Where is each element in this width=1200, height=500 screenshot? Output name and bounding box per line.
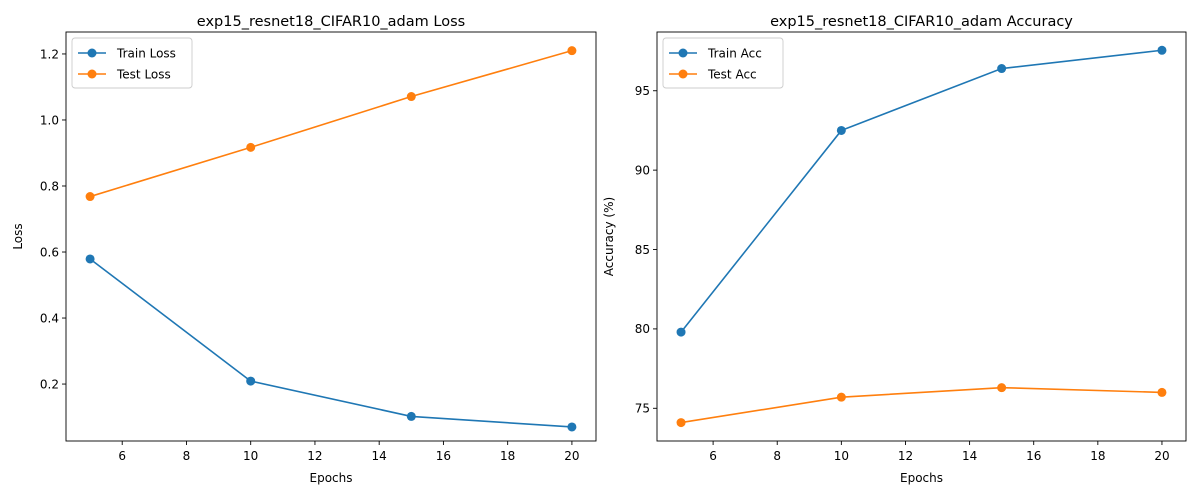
axes-frame [656,31,1187,442]
y-tick-label: 85 [635,243,650,257]
x-tick-label: 6 [709,449,717,463]
legend-marker [87,48,97,58]
x-tick-label: 16 [436,449,451,463]
y-tick-label: 0.2 [40,377,59,391]
x-axis-label: Epochs [310,471,353,485]
x-tick-label: 10 [834,449,849,463]
y-tick-label: 95 [635,84,650,98]
y-axis-label: Loss [11,223,25,249]
legend-label: Test Loss [116,67,171,81]
x-tick-label: 14 [962,449,977,463]
data-point [997,64,1007,74]
accuracy-chart: 6 8 10 12 14 16 18 20 75 80 85 90 95 exp15_resnet18_C… [602,14,1187,485]
legend-marker [87,69,97,79]
data-point [1157,387,1167,397]
legend-marker [678,69,688,79]
chart-title: exp15_resnet18_CIFAR10_adam Accuracy [770,14,1073,30]
x-tick-label: 16 [1026,449,1041,463]
chart-title: exp15_resnet18_CIFAR10_adam Loss [197,14,465,30]
legend-label: Train Acc [707,46,762,60]
legend-label: Train Loss [116,46,176,60]
x-axis-label: Epochs [900,471,943,485]
series-line-1 [89,49,573,198]
series-line-0 [680,49,1163,333]
y-tick-label: 1.0 [40,113,59,127]
x-tick-label: 20 [564,449,579,463]
x-tick-label: 20 [1154,449,1169,463]
data-point [85,254,95,264]
data-point [567,46,577,56]
x-tick-label: 18 [1090,449,1105,463]
legend-box [71,37,193,89]
data-point [836,392,846,402]
axes-frame [65,31,597,442]
y-tick-label: 0.4 [40,311,59,325]
data-point [567,422,577,432]
y-tick-label: 80 [635,322,650,336]
x-tick-label: 18 [500,449,515,463]
y-tick-label: 0.8 [40,179,59,193]
data-point [85,192,95,202]
legend-box [662,37,784,89]
data-point [676,327,686,337]
y-tick-label: 90 [635,163,650,177]
data-point [406,411,416,421]
y-tick-label: 1.2 [40,47,59,61]
legend-marker [678,48,688,58]
x-tick-label: 12 [898,449,913,463]
data-point [836,125,846,135]
x-tick-label: 14 [372,449,387,463]
y-tick-label: 0.6 [40,245,59,259]
loss-chart: 6 8 10 12 14 16 18 20 0.2 0.4 0.6 0.8 1.0 1.2 exp15_re… [11,14,597,485]
data-point [676,418,686,428]
data-point [1157,45,1167,55]
data-point [997,383,1007,393]
data-point [406,92,416,102]
data-point [246,142,256,152]
legend-label: Test Acc [707,67,757,81]
y-axis-label: Accuracy (%) [602,197,616,276]
series-line-0 [89,258,572,428]
x-tick-label: 8 [183,449,191,463]
x-tick-label: 12 [307,449,322,463]
legend: Train Loss Test Loss [71,37,193,89]
x-tick-label: 8 [773,449,781,463]
x-tick-label: 6 [118,449,126,463]
series-line-1 [680,386,1162,424]
data-point [246,376,256,386]
y-tick-label: 75 [635,402,650,416]
legend: Train Acc Test Acc [662,37,784,89]
x-tick-label: 10 [243,449,258,463]
